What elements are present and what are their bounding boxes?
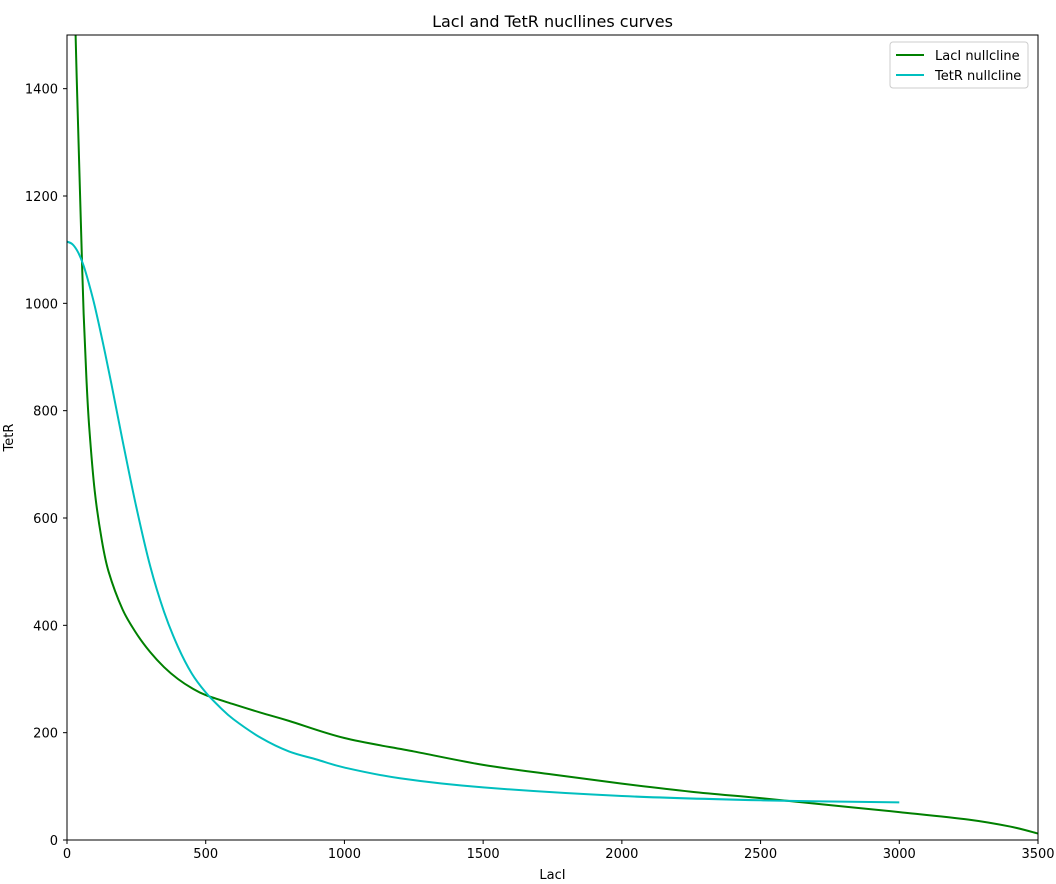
x-tick-label: 3000 [883, 847, 916, 862]
y-axis: 0 200 400 600 800 1000 1200 1400 [25, 83, 67, 849]
x-axis-label: LacI [539, 868, 565, 883]
x-tick-label: 2000 [605, 847, 638, 862]
legend: LacI nullcline TetR nullcline [889, 41, 1029, 89]
x-tick-label: 500 [193, 847, 218, 862]
series-line-tetr-nullcline [67, 240, 900, 804]
y-tick-label: 200 [33, 727, 58, 742]
legend-box [889, 41, 1029, 89]
series-layer [67, 35, 1038, 835]
x-tick-label: 1000 [328, 847, 361, 862]
y-tick-label: 800 [33, 405, 58, 420]
series-line-laci-nullcline [74, 35, 1038, 835]
y-tick-label: 0 [50, 834, 58, 849]
y-tick-label: 400 [33, 619, 58, 634]
legend-label-tetr-nullcline: TetR nullcline [934, 69, 1021, 84]
y-tick-label: 1000 [25, 297, 58, 312]
y-axis-label: TetR [2, 424, 17, 453]
x-axis: 0 500 1000 1500 2000 2500 3000 3500 [63, 840, 1055, 862]
x-tick-label: 0 [63, 847, 71, 862]
y-tick-label: 1400 [25, 83, 58, 98]
y-tick-label: 600 [33, 512, 58, 527]
legend-label-laci-nullcline: LacI nullcline [935, 49, 1020, 64]
x-tick-label: 1500 [467, 847, 500, 862]
y-tick-label: 1200 [25, 190, 58, 205]
chart-title: LacI and TetR nucllines curves [432, 12, 673, 31]
x-tick-label: 3500 [1021, 847, 1054, 862]
plot-area [66, 34, 1039, 841]
x-tick-label: 2500 [744, 847, 777, 862]
plot-frame [66, 34, 1039, 841]
